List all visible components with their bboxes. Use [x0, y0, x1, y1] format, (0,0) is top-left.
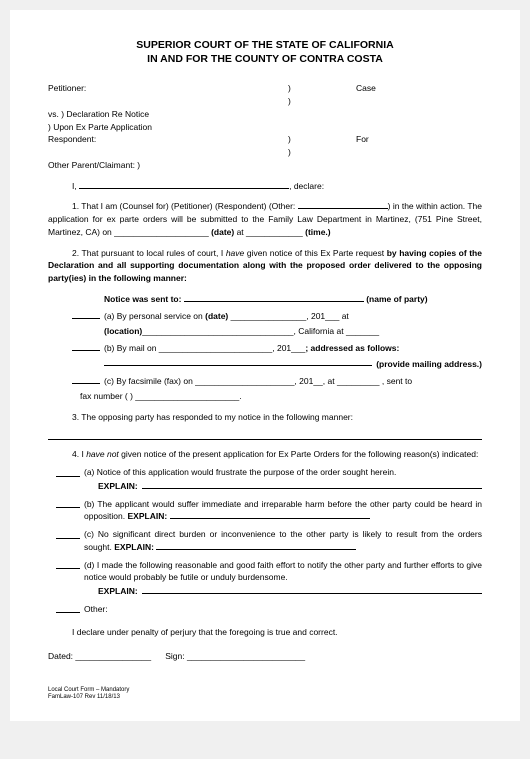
- form-page: SUPERIOR COURT OF THE STATE OF CALIFORNI…: [10, 10, 520, 721]
- dated-field[interactable]: Dated: ________________: [48, 651, 151, 661]
- reason-b-explain-field[interactable]: [170, 511, 370, 520]
- paragraph-3: 3. The opposing party has responded to m…: [48, 411, 482, 424]
- option-a-location: (location)______________________________…: [48, 325, 482, 338]
- other-label: Other Parent/Claimant: ): [48, 159, 288, 172]
- notice-sent-to-field[interactable]: [184, 293, 364, 302]
- option-a-checkbox[interactable]: [72, 310, 100, 319]
- reason-c: (c) No significant direct burden or inco…: [48, 528, 482, 554]
- reason-other: Other:: [48, 603, 482, 616]
- reason-a-explain: EXPLAIN:: [48, 480, 482, 493]
- respondent-label: Respondent:: [48, 133, 288, 146]
- court-title: SUPERIOR COURT OF THE STATE OF CALIFORNI…: [48, 38, 482, 66]
- declarant-name-field[interactable]: [79, 180, 289, 189]
- title-line-1: SUPERIOR COURT OF THE STATE OF CALIFORNI…: [48, 38, 482, 52]
- reason-d-explain-field[interactable]: [142, 586, 482, 595]
- paragraph-2: 2. That pursuant to local rules of court…: [48, 247, 482, 285]
- option-b: (b) By mail on ________________________,…: [48, 342, 482, 355]
- reason-a-explain-field[interactable]: [142, 480, 482, 489]
- option-a: (a) By personal service on (date) ______…: [48, 310, 482, 323]
- option-b-checkbox[interactable]: [72, 343, 100, 352]
- form-footer: Local Court Form – Mandatory FamLaw-107 …: [48, 687, 482, 701]
- caption-block: Petitioner: ) Case ) vs. ) Declaration R…: [48, 82, 482, 171]
- reason-a: (a) Notice of this application would fru…: [48, 466, 482, 479]
- reason-c-checkbox[interactable]: [56, 530, 80, 539]
- reason-d-explain: EXPLAIN:: [48, 585, 482, 598]
- reason-a-checkbox[interactable]: [56, 468, 80, 477]
- response-line[interactable]: [48, 432, 482, 441]
- petitioner-label: Petitioner:: [48, 82, 288, 95]
- option-c-checkbox[interactable]: [72, 375, 100, 384]
- reason-d: (d) I made the following reasonable and …: [48, 559, 482, 585]
- for-label: For: [296, 133, 482, 146]
- option-b-address: (provide mailing address.): [48, 358, 482, 371]
- sign-field[interactable]: Sign: _________________________: [165, 651, 305, 661]
- paragraph-4: 4. I have not given notice of the presen…: [48, 448, 482, 461]
- mailing-address-field[interactable]: [104, 358, 372, 367]
- perjury-statement: I declare under penalty of perjury that …: [48, 626, 482, 639]
- declare-line: I, , declare:: [48, 180, 482, 193]
- reason-other-checkbox[interactable]: [56, 605, 80, 614]
- reason-c-explain-field[interactable]: [156, 541, 356, 550]
- reason-b: (b) The applicant would suffer immediate…: [48, 498, 482, 524]
- paragraph-1: 1. That I am (Counsel for) (Petitioner) …: [48, 200, 482, 238]
- notice-sent-line: Notice was sent to: (name of party): [48, 293, 482, 306]
- reason-b-checkbox[interactable]: [56, 500, 80, 509]
- reason-d-checkbox[interactable]: [56, 561, 80, 570]
- signature-line: Dated: ________________ Sign: __________…: [48, 650, 482, 663]
- title-line-2: IN AND FOR THE COUNTY OF CONTRA COSTA: [48, 52, 482, 66]
- upon-line: ) Upon Ex Parte Application: [48, 121, 288, 134]
- other-role-field[interactable]: [298, 201, 388, 210]
- vs-line: vs. ) Declaration Re Notice: [48, 108, 288, 121]
- fax-number-line: fax number ( ) ______________________.: [48, 390, 482, 403]
- case-label: Case: [296, 82, 482, 95]
- option-c: (c) By facsimile (fax) on ______________…: [48, 375, 482, 388]
